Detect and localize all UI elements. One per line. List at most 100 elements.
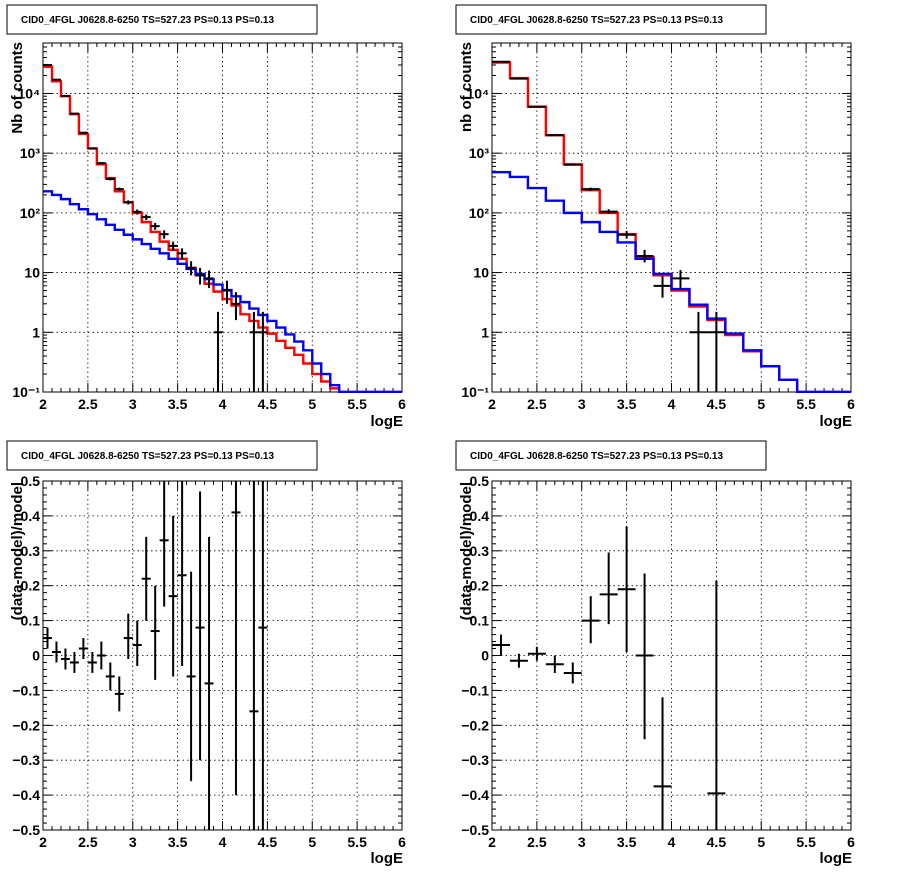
data-point [195,491,205,761]
y-tick-label: 10⁴ [18,85,41,101]
x-tick-label: 2 [39,396,47,412]
x-tick-label: 2.5 [527,396,547,412]
data-point [141,536,151,621]
axis-ticks [491,42,852,393]
data-point [69,112,79,115]
data-point [114,676,124,712]
y-tick-label: 0 [32,648,40,664]
y-tick-label: 0.5 [470,473,490,489]
x-tick-label: 3 [129,396,137,412]
data-point [653,697,672,830]
panel-bottom-right: CID0_4FGL J0628.8-6250 TS=527.23 PS=0.13… [455,440,855,867]
data-point [195,267,205,285]
data-point [258,481,268,830]
y-tick-label: −0.5 [461,822,489,838]
axis-ticks [42,42,403,393]
x-tick-label: 4.5 [258,396,278,412]
y-axis-label: (data-model)/model [9,482,26,620]
panel-top-left: CID0_4FGL J0628.8-6250 TS=527.23 PS=0.13… [6,4,406,430]
y-tick-label: −0.4 [12,787,40,803]
data-point [545,655,564,673]
panel-title: CID0_4FGL J0628.8-6250 TS=527.23 PS=0.13… [470,451,723,462]
panel-title-box [6,4,318,35]
x-tick-label: 2.5 [78,834,98,850]
x-tick-label: 4.5 [258,834,278,850]
data-point [653,276,672,298]
y-tick-label: 0.4 [21,508,41,524]
grid-lines [43,43,402,392]
data-point [599,209,618,214]
y-tick-label: 0.2 [21,578,41,594]
data-point [96,162,106,165]
panel-title-box [455,440,767,471]
data-point [141,214,151,220]
data-point [599,552,618,625]
data-point [186,571,196,782]
y-tick-label: 10⁴ [467,85,490,101]
x-axis-label: logE [820,850,853,867]
x-tick-label: 2 [39,834,47,850]
grid-lines [492,43,851,392]
x-tick-label: 3.5 [617,834,637,850]
data-point [527,646,546,661]
data-point [159,230,169,239]
data-point [581,596,600,644]
x-tick-label: 4.5 [707,396,727,412]
y-tick-label: 10² [469,205,490,221]
data-points [43,481,268,830]
y-tick-label: 1 [481,324,489,340]
data-point [249,311,259,392]
y-tick-label: 10 [473,265,489,281]
data-point [707,311,726,392]
grid-lines [492,481,851,830]
data-point [87,147,97,150]
y-tick-label: −0.3 [461,752,489,768]
series-group [492,526,726,830]
data-point [617,230,636,239]
data-point [105,662,115,691]
series-group [43,63,402,393]
data-point [168,515,178,677]
data-point [231,481,241,796]
data-point [689,311,708,392]
x-tick-label: 5.5 [347,834,367,850]
data-point [186,261,196,276]
plot-frame [491,42,852,393]
data-point [635,249,654,263]
data-point [51,641,61,663]
x-tick-label: 3 [129,834,137,850]
data-point [177,481,187,666]
x-tick-label: 5 [308,396,316,412]
y-tick-label: 10² [20,205,41,221]
x-tick-label: 5.5 [347,396,367,412]
data-point [509,77,528,80]
panel-title-box [455,4,767,35]
x-axis-label: logE [820,413,853,430]
data-point [43,627,52,649]
y-axis-label: (data-model)/model [458,482,475,620]
data-point [563,163,582,166]
x-tick-label: 6 [398,396,406,412]
data-point [150,585,160,680]
data-point [177,248,187,260]
data-point [60,648,70,670]
data-point [87,652,97,673]
data-point [159,481,169,607]
data-point [563,662,582,684]
x-tick-label: 4 [219,396,227,412]
x-axis-label: logE [371,413,404,430]
x-tick-label: 5.5 [796,396,816,412]
data-point [132,209,142,215]
data-points [43,63,268,392]
data-point [231,292,241,321]
y-tick-label: −0.1 [461,682,489,698]
y-tick-label: −0.5 [12,822,40,838]
y-tick-label: 1 [32,324,40,340]
y-tick-label: −0.4 [461,787,489,803]
x-tick-label: 2.5 [527,834,547,850]
y-tick-label: 0.1 [21,613,41,629]
y-tick-label: 0.3 [21,543,41,559]
data-point [60,94,70,97]
data-point [492,634,510,656]
